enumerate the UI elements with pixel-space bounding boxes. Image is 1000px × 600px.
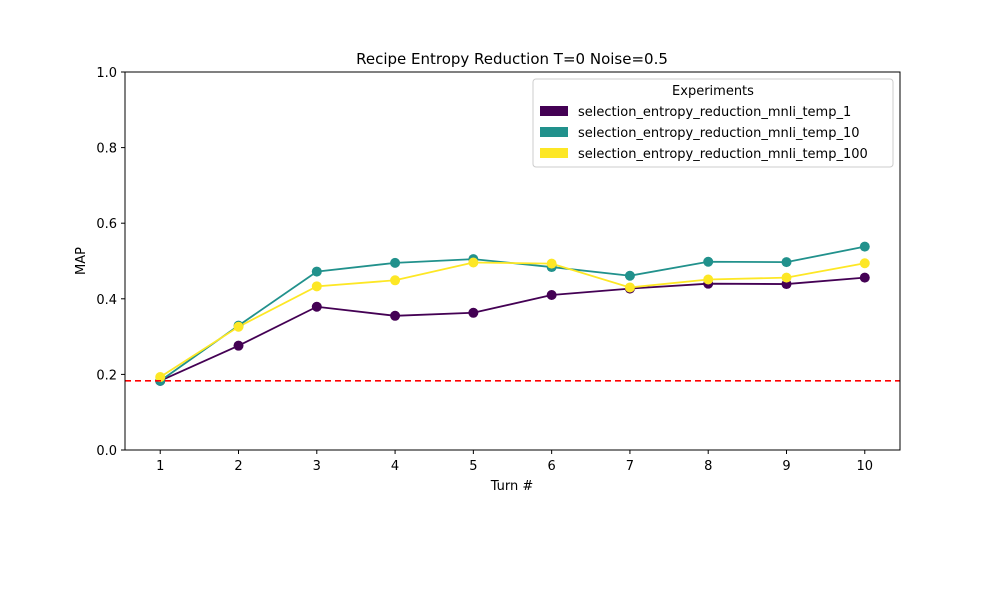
plot-frame (124, 71, 901, 451)
legend-frame (532, 78, 894, 168)
y-axis-label: MAP (74, 247, 89, 275)
data-point (703, 256, 714, 267)
data-point (859, 258, 870, 269)
data-point (233, 340, 244, 351)
x-axis-label: Turn # (490, 479, 534, 494)
x-tick-label: 3 (313, 459, 321, 474)
legend-swatch (540, 106, 568, 116)
data-point (311, 301, 322, 312)
data-point (546, 290, 557, 301)
legend-title: Experiments (672, 84, 754, 99)
data-point (781, 257, 792, 268)
data-point (390, 275, 401, 286)
y-tick-label: 0.4 (96, 293, 117, 308)
plot-area (125, 241, 900, 386)
chart-title: Recipe Entropy Reduction T=0 Noise=0.5 (356, 50, 668, 68)
legend-swatch (540, 148, 568, 158)
data-point (155, 372, 166, 383)
data-point (546, 258, 557, 269)
x-tick-label: 10 (856, 459, 873, 474)
x-tick-label: 7 (626, 459, 634, 474)
y-tick-label: 0.0 (96, 444, 117, 459)
data-point (703, 274, 714, 285)
x-tick-label: 1 (156, 459, 164, 474)
data-point (468, 257, 479, 268)
data-point (311, 281, 322, 292)
legend-entry-label: selection_entropy_reduction_mnli_temp_1 (578, 105, 851, 120)
data-point (624, 282, 635, 293)
data-point (233, 321, 244, 332)
x-tick-label: 9 (782, 459, 790, 474)
x-tick-label: 4 (391, 459, 399, 474)
series-line-2 (159, 245, 865, 382)
legend-entry-label: selection_entropy_reduction_mnli_temp_10… (578, 147, 868, 162)
data-point (781, 272, 792, 283)
data-point (624, 270, 635, 281)
y-tick-label: 0.6 (96, 217, 117, 232)
y-tick-label: 0.8 (96, 142, 117, 157)
x-axis: 1 2 3 4 5 6 7 8 9 10 (156, 450, 873, 474)
series-line-1 (159, 276, 865, 382)
legend-swatch (540, 127, 568, 137)
legend: Experiments selection_entropy_reduction_… (532, 78, 894, 168)
x-tick-label: 2 (234, 459, 242, 474)
data-point (390, 310, 401, 321)
x-tick-label: 8 (704, 459, 712, 474)
data-point (468, 307, 479, 318)
series-line-3 (159, 261, 865, 378)
y-tick-label: 0.2 (96, 368, 117, 383)
x-tick-label: 6 (548, 459, 556, 474)
data-point (859, 241, 870, 252)
data-point (390, 257, 401, 268)
y-tick-label: 1.0 (96, 66, 117, 81)
x-tick-label: 5 (469, 459, 477, 474)
legend-entry-label: selection_entropy_reduction_mnli_temp_10 (578, 126, 860, 141)
data-point (311, 266, 322, 277)
data-point (859, 272, 870, 283)
y-axis: 0.0 0.2 0.4 0.6 0.8 1.0 (96, 66, 125, 459)
